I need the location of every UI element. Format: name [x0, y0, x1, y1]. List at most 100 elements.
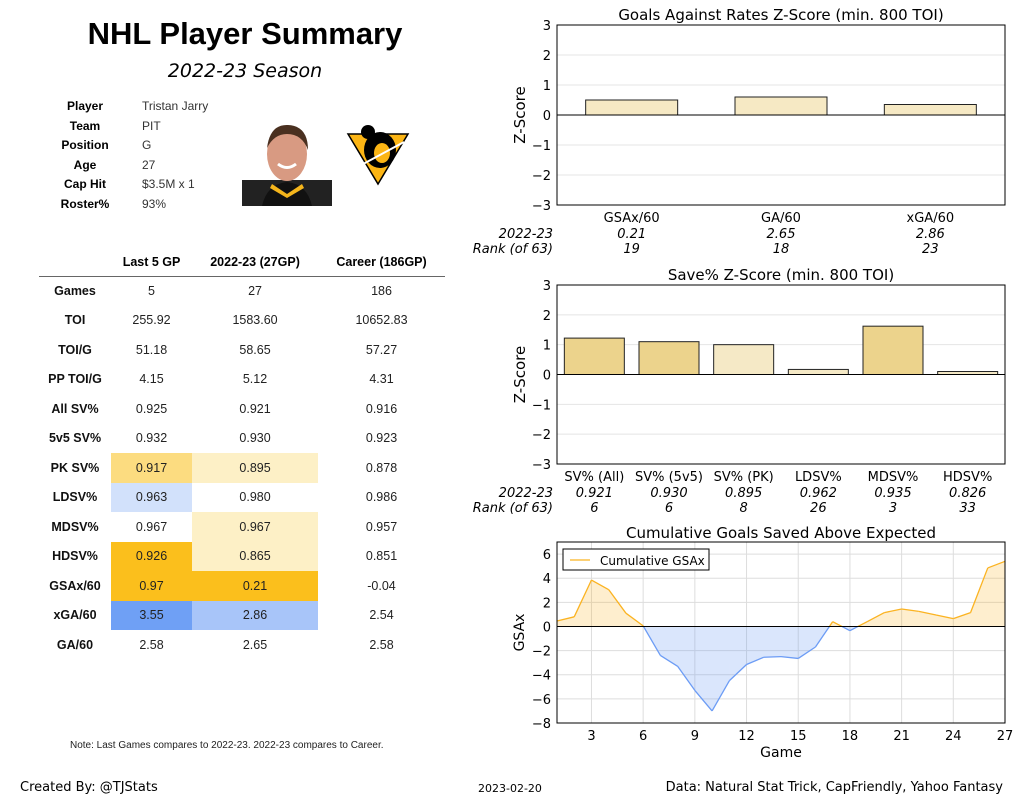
- stat-cell: 2.65: [242, 637, 268, 652]
- stat-label: PK SV%: [50, 460, 100, 475]
- area-fill: [677, 626, 695, 691]
- area-fill: [953, 612, 971, 627]
- x-tick-label: 15: [790, 729, 807, 744]
- table-row: PP TOI/G 4.15 5.12 4.31: [39, 365, 445, 395]
- stat-cell: 255.92: [132, 313, 171, 328]
- stat-cell: 0.963: [111, 482, 193, 512]
- y-tick-label: −3: [532, 458, 551, 473]
- gsax-line-segment: [828, 621, 834, 627]
- area-fill: [763, 626, 781, 658]
- y-axis-label: GSAx: [512, 614, 528, 652]
- stat-cell: 3.55: [111, 600, 193, 630]
- gsax-line-segment: [763, 655, 782, 658]
- area-fill: [781, 626, 799, 659]
- season-value: 2.86: [916, 227, 945, 242]
- rank-value: 19: [623, 242, 640, 257]
- gsax-line-segment: [901, 608, 919, 613]
- gsax-line-segment: [711, 680, 730, 712]
- y-tick-label: 0: [543, 620, 551, 635]
- info-row-player: Player Tristan Jarry: [50, 99, 230, 119]
- stat-cell: 57.27: [365, 342, 398, 357]
- page-title: NHL Player Summary: [87, 16, 403, 51]
- y-axis-label: Z-Score: [511, 346, 529, 403]
- rank-value: 26: [810, 501, 827, 516]
- bar-svpk: [713, 344, 775, 375]
- stat-cell: 5.12: [242, 372, 268, 387]
- info-row-caphit: Cap Hit $3.5M x 1: [50, 177, 230, 197]
- season-value: 0.21: [617, 227, 646, 242]
- area-fill: [591, 580, 609, 627]
- gsax-line-segment: [866, 612, 885, 623]
- footer-credit: Created By: @TJStats: [20, 780, 158, 795]
- bar-ldsv: [787, 368, 849, 376]
- stat-cell: 27: [248, 284, 262, 298]
- y-tick-label: 1: [543, 339, 551, 354]
- stat-cell: 0.957: [365, 519, 398, 534]
- stat-label: TOI/G: [58, 342, 92, 357]
- row-label: 2022-23: [499, 486, 553, 501]
- info-row-position: Position G: [50, 138, 230, 158]
- info-value: $3.5M x 1: [142, 177, 195, 192]
- bar-mdsv: [862, 325, 924, 376]
- season-value: 2.65: [767, 227, 796, 242]
- info-row-age: Age 27: [50, 158, 230, 178]
- stat-cell: 2.86: [192, 600, 319, 630]
- legend-label: Cumulative GSAx: [600, 554, 705, 568]
- table-row: HDSV% 0.926 0.865 0.851: [39, 541, 445, 571]
- plot-frame: [556, 541, 1006, 724]
- info-label: Roster%: [60, 197, 110, 211]
- x-tick-label: 6: [639, 729, 647, 744]
- x-tick-label: 27: [997, 729, 1014, 744]
- x-tick-label: GSAx/60: [604, 211, 660, 226]
- y-tick-label: 6: [543, 548, 551, 563]
- gsax-line-segment: [780, 655, 799, 660]
- stat-cell: 0.923: [365, 431, 398, 446]
- chart-title: Goals Against Rates Z-Score (min. 800 TO…: [618, 6, 943, 24]
- bar-ga60: [734, 96, 828, 116]
- footer-source: Data: Natural Stat Trick, CapFriendly, Y…: [665, 780, 1003, 795]
- plot-frame: [556, 24, 1006, 206]
- stat-label: 5v5 SV%: [48, 431, 102, 446]
- x-tick-label: xGA/60: [907, 211, 955, 226]
- y-tick-label: −1: [532, 139, 551, 154]
- stat-label: PP TOI/G: [48, 372, 102, 387]
- column-header: Career (186GP): [318, 248, 445, 277]
- player-headshot: [242, 118, 332, 206]
- gsax-line-segment: [832, 621, 843, 628]
- x-axis-label: Game: [760, 745, 802, 761]
- table-row: GA/60 2.58 2.65 2.58: [39, 630, 445, 660]
- stat-cell: 2.58: [139, 637, 164, 652]
- stat-label: Games: [54, 284, 96, 298]
- info-value: Tristan Jarry: [142, 99, 209, 113]
- info-value: 27: [142, 157, 156, 172]
- rank-value: 18: [773, 242, 790, 257]
- info-row-team: Team PIT: [50, 119, 230, 139]
- stat-cell: 0.967: [135, 519, 168, 534]
- rank-value: 8: [740, 501, 748, 516]
- y-tick-label: −1: [532, 398, 551, 413]
- rank-value: 33: [959, 501, 976, 516]
- stat-cell: 0.967: [192, 512, 319, 542]
- x-tick-label: SV% (5v5): [635, 470, 703, 485]
- y-tick-label: 4: [543, 572, 551, 587]
- stat-cell: -0.04: [367, 578, 396, 593]
- y-tick-label: −8: [532, 717, 551, 732]
- gsax-line-segment: [728, 664, 747, 682]
- area-fill: [574, 580, 592, 627]
- gsax-line-segment: [969, 567, 989, 613]
- info-row-roster: Roster% 93%: [50, 197, 230, 217]
- y-tick-label: 2: [543, 596, 551, 611]
- stat-label: xGA/60: [53, 608, 97, 623]
- stat-cell: 186: [371, 284, 392, 298]
- season-subtitle: 2022-23 Season: [167, 60, 323, 82]
- y-tick-label: −4: [532, 669, 551, 684]
- y-tick-label: 1: [543, 79, 551, 94]
- gsax-line-segment: [625, 612, 644, 627]
- table-row: PK SV% 0.917 0.895 0.878: [39, 453, 445, 483]
- info-value: 93%: [142, 197, 167, 211]
- gsax-line-segment: [591, 579, 610, 591]
- table-row: All SV% 0.925 0.921 0.916: [39, 394, 445, 424]
- area-fill: [901, 608, 919, 627]
- stat-cell: 0.21: [192, 571, 319, 601]
